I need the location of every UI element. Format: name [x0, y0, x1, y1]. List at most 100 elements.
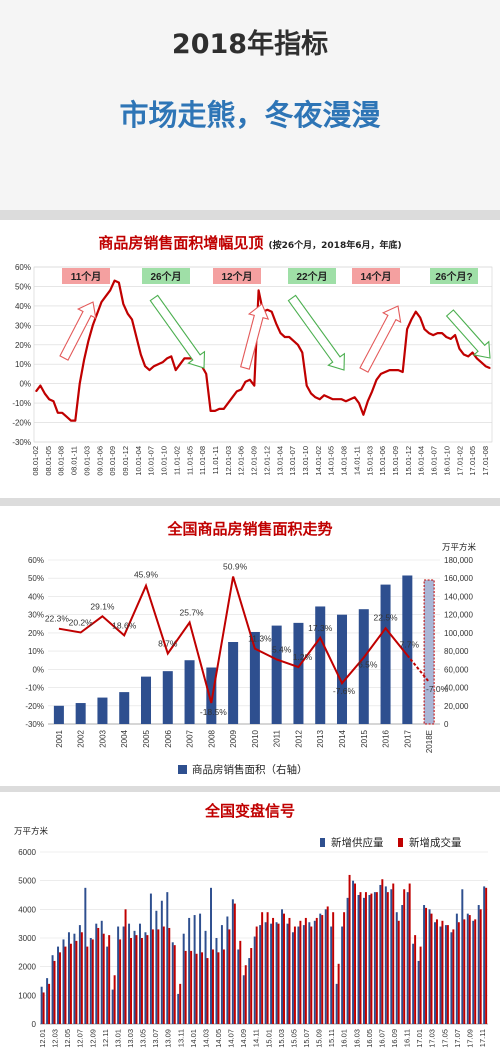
- chart3-bar-sales: [414, 935, 417, 1024]
- chart3-bar-supply: [417, 960, 420, 1024]
- chart1-x-tick: 14.01-11: [352, 446, 361, 475]
- chart1-point: [306, 385, 308, 387]
- chart1-x-tick: 14.01-02: [314, 446, 323, 476]
- chart3-x-tick: 14.09: [239, 1029, 248, 1048]
- chart2-data-label: 7.7%: [400, 639, 420, 649]
- chart2-bar: [358, 609, 369, 724]
- chart3-bar-sales: [113, 975, 116, 1024]
- chart3-bar-sales: [419, 946, 422, 1024]
- chart2-bar: [162, 671, 173, 724]
- chart2-data-label: 22.3%: [45, 614, 70, 624]
- chart3-bar-sales: [452, 929, 455, 1024]
- chart1-down-arrow: [445, 309, 491, 359]
- chart1-plot: 60% 50% 40% 30% 20% 10% 0% -10% -20% -30%08.01-02…: [12, 263, 493, 476]
- chart1-point: [74, 420, 76, 422]
- chart1-x-tick: 08.01-08: [57, 446, 66, 476]
- chart3-bar-sales: [97, 927, 100, 1024]
- chart2-title: 全国商品房销售面积走势: [167, 520, 333, 538]
- chart1-point: [83, 359, 85, 361]
- chart3-x-tick: 14.11: [252, 1029, 261, 1047]
- chart3-y-tick: 2000: [18, 963, 36, 972]
- chart3-x-tick: 15.09: [315, 1029, 324, 1048]
- chart1-x-tick: 15.01-03: [365, 446, 374, 476]
- chart1-point: [92, 324, 94, 326]
- chart3-bar-sales: [124, 909, 127, 1024]
- chart3-y-tick: 0: [32, 1020, 37, 1029]
- chart1-x-tick: 12.01-03: [224, 446, 233, 476]
- chart1-point: [113, 280, 116, 282]
- chart1-x-tick: 11.01-11: [211, 446, 220, 475]
- chart2-data-label: 5.4%: [272, 644, 292, 654]
- chart1-point: [358, 402, 360, 404]
- chart3-bar-supply: [188, 917, 191, 1024]
- chart3-bar-supply: [401, 905, 404, 1024]
- chart2-y-tick-left: 20%: [28, 629, 44, 638]
- chart3-bar-supply: [291, 932, 294, 1024]
- chart3-bar-supply: [483, 886, 486, 1024]
- chart1-point: [463, 353, 465, 356]
- chart1-point: [227, 402, 229, 404]
- chart1-point: [375, 379, 378, 381]
- chart3-bar-sales: [397, 920, 400, 1024]
- chart1-point: [362, 414, 365, 416]
- chart2-x-tick: 2004: [120, 729, 129, 747]
- chart3-bar-sales: [463, 919, 466, 1024]
- chart3-bar-supply: [84, 887, 87, 1024]
- page-title: 2018年指标: [171, 29, 329, 60]
- chart1-point: [153, 365, 155, 367]
- chart1-point: [122, 303, 124, 305]
- chart3-y-tick: 6000: [18, 848, 36, 857]
- chart2-y-tick-right: 160,000: [444, 574, 473, 583]
- chart1-y-tick: 60%: [15, 263, 31, 272]
- chart1-y-tick: 20%: [15, 341, 31, 350]
- chart1-point: [406, 328, 408, 330]
- chart3-bar-sales: [80, 932, 83, 1024]
- chart3-bar-sales: [446, 925, 449, 1024]
- chart1-point: [327, 396, 330, 398]
- chart1-annotation-label: 11个月: [71, 270, 102, 283]
- chart3-bar-sales: [381, 879, 384, 1024]
- chart1-x-tick: 14.01-05: [327, 446, 336, 476]
- chart3-bar-sales: [348, 874, 351, 1024]
- chart3-bar-supply: [128, 923, 131, 1024]
- chart1-point: [135, 336, 138, 338]
- chart2-x-tick: 2015: [360, 729, 369, 747]
- chart1-x-tick: 12.01-06: [237, 446, 246, 476]
- chart1-series-line: [35, 279, 491, 422]
- chart2-bar: [97, 697, 108, 724]
- chart2-y-tick-left: 50%: [28, 574, 44, 583]
- chart1-title: 商品房销售面积增幅见顶: [98, 234, 264, 252]
- chart1-x-tick: 09.01-03: [82, 446, 91, 476]
- chart3-x-tick: 17.07: [453, 1029, 462, 1048]
- chart1-point: [284, 336, 286, 338]
- chart3-x-tick: 12.11: [101, 1029, 110, 1047]
- chart3-bar-sales: [91, 939, 94, 1024]
- chart1-annotation-label: 12个月: [221, 270, 252, 283]
- chart1-y-tick: 40%: [15, 302, 31, 311]
- chart3-x-tick: 16.11: [403, 1029, 412, 1047]
- chart3-x-tick: 12.01: [38, 1029, 47, 1048]
- chart3-bar-supply: [182, 933, 185, 1024]
- chart1-point: [44, 392, 46, 394]
- chart1-x-tick: 08.01-02: [31, 446, 40, 476]
- chart1-point: [249, 379, 251, 381]
- chart3-bar-supply: [149, 893, 152, 1024]
- chart1-y-tick: 50%: [15, 282, 31, 291]
- chart3-bar-sales: [337, 963, 340, 1024]
- chart2-data-label: 11.3%: [248, 634, 272, 644]
- chart1-point: [271, 311, 273, 313]
- chart1-point: [402, 371, 404, 373]
- chart2-x-tick: 2009: [229, 729, 238, 747]
- chart1-point: [105, 295, 107, 297]
- chart3-bar-supply: [95, 923, 98, 1024]
- chart2-data-label: -18.5%: [200, 707, 227, 717]
- chart3-bar-sales: [321, 915, 324, 1024]
- chart2-x-tick: 2011: [273, 729, 282, 747]
- chart3-x-tick: 15.11: [327, 1029, 336, 1047]
- chart2-x-tick: 2010: [251, 729, 260, 747]
- chart-sales-panel: 全国商品房销售面积走势 60% 50% 40% 30% 20% 10% 0% -10% -20%…: [0, 506, 500, 786]
- chart1-point: [52, 400, 55, 402]
- chart3-bar-sales: [354, 883, 357, 1024]
- chart2-bar: [249, 631, 260, 724]
